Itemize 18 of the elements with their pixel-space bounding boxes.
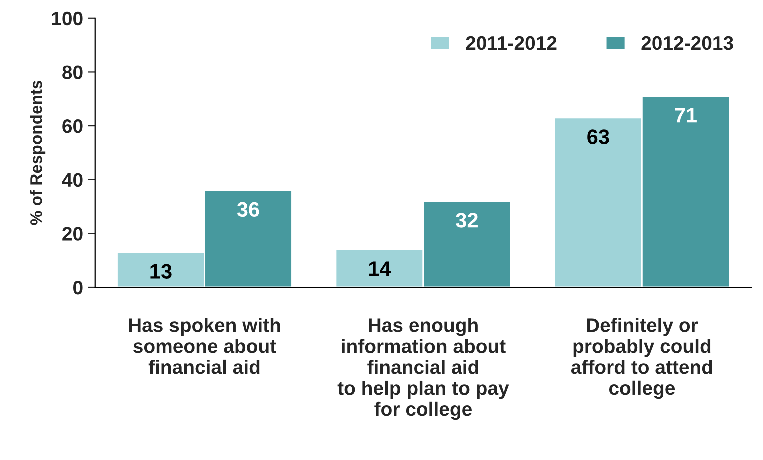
x-tick-label: Has spoken with someone about financial aid [129,318,280,374]
y-axis-title: % of Respondents [30,80,46,226]
y-tick-label: 60 [62,120,83,134]
x-tick-label: Has enough information about financial aid to help plan to pay for college [338,318,510,420]
y-tick-label: 40 [62,173,83,188]
data-label: 14 [369,262,392,276]
y-tick-label: 100 [52,12,83,26]
x-tick-label: Definitely or probably could afford to attend college [571,318,712,400]
data-label: 63 [588,130,610,144]
y-tick-label: 0 [74,280,83,295]
y-tick-label: 80 [62,66,83,80]
data-label: 32 [456,213,478,228]
data-label: 71 [675,108,697,123]
y-tick-label: 20 [62,227,83,241]
data-label: 36 [237,202,260,218]
legend-label: 2011-2012 [466,36,557,50]
data-label: 13 [150,264,172,279]
legend-label: 2012-2013 [642,36,734,50]
